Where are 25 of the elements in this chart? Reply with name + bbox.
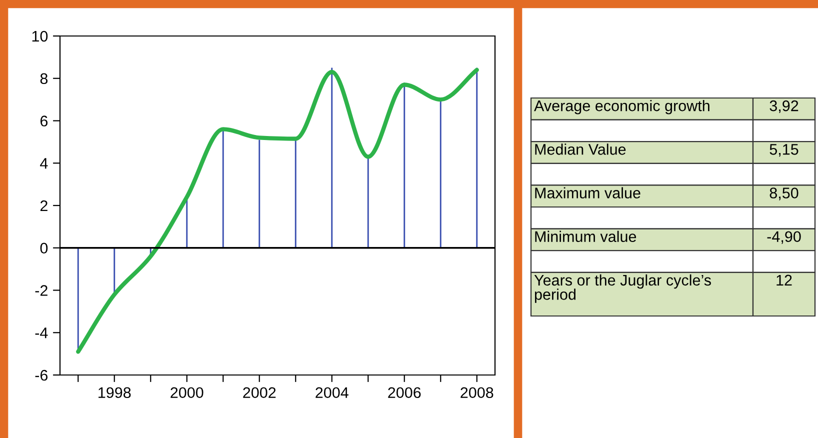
y-tick-label: 2 bbox=[40, 200, 48, 212]
y-tick-label: -2 bbox=[35, 285, 48, 296]
y-tick-label: 8 bbox=[40, 73, 48, 84]
x-tick-label: 2004 bbox=[316, 387, 348, 398]
text: 3,92 bbox=[770, 100, 798, 114]
y-tick-label: 4 bbox=[40, 158, 48, 169]
x-tick-label: 2000 bbox=[170, 387, 204, 398]
y-tick-label: 10 bbox=[32, 30, 48, 42]
x-tick-label: 1998 bbox=[98, 387, 131, 398]
x-tick-label: 2002 bbox=[243, 387, 276, 398]
category-label: Average economic growth bbox=[534, 100, 710, 114]
text: 5,15 bbox=[770, 144, 798, 157]
x-tick-label: 2008 bbox=[460, 387, 494, 398]
y-tick-label: -6 bbox=[35, 370, 48, 381]
category-label: Minimum value bbox=[535, 230, 636, 242]
text: -4,90 bbox=[767, 231, 801, 244]
x-tick-label: 2006 bbox=[388, 387, 421, 398]
y-tick-label: -4 bbox=[35, 328, 48, 338]
category-label: Maximum value bbox=[535, 187, 640, 198]
text: 12 bbox=[776, 274, 792, 286]
text: 8,50 bbox=[770, 188, 798, 200]
y-tick-label: 0 bbox=[40, 242, 48, 254]
y-tick-label: 6 bbox=[40, 116, 48, 126]
category-label: Years or the Juglar cycle’s period bbox=[534, 274, 711, 303]
category-label: Median Value bbox=[535, 144, 626, 155]
